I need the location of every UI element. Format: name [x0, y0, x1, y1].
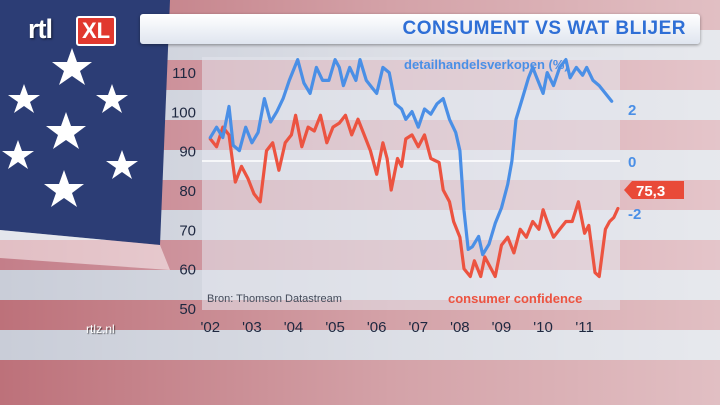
- badge-shape: [624, 181, 684, 199]
- series-lines: [208, 58, 620, 279]
- x-tick-label: '02: [201, 319, 221, 336]
- x-tick-label: '05: [325, 319, 345, 336]
- x-tick-label: '04: [284, 319, 304, 336]
- last-value-badge: 75,3: [624, 181, 684, 200]
- title-bar: CONSUMENT VS WAT BLIJER: [140, 14, 700, 44]
- x-tick-label: '06: [367, 319, 387, 336]
- logo-rtl-text: rtl: [28, 14, 53, 44]
- rtlxl-logo: rtl XL: [28, 14, 120, 46]
- right-tick-label: 0: [628, 154, 636, 171]
- x-tick-label: '11: [575, 319, 593, 336]
- chart-title: CONSUMENT VS WAT BLIJER: [402, 18, 686, 39]
- legend-retail-sales: detailhandelsverkopen (%): [404, 57, 569, 72]
- consumer-confidence-line: [208, 113, 620, 279]
- logo-xl-text: XL: [76, 16, 117, 46]
- left-tick-label: 70: [179, 222, 196, 239]
- retail-sales-line: [208, 58, 614, 257]
- x-axis: '02 '03 '04 '05 '06 '07 '08 '09 '10 '11: [201, 319, 594, 336]
- source-label: Bron: Thomson Datastream: [207, 293, 342, 305]
- left-axis: 50 60 70 80 90 100 110: [171, 65, 196, 318]
- x-tick-label: '03: [242, 319, 262, 336]
- x-tick-label: '08: [450, 319, 470, 336]
- flag-stars: [2, 48, 138, 207]
- left-tick-label: 60: [179, 262, 196, 279]
- left-tick-label: 90: [179, 144, 196, 161]
- left-tick-label: 80: [179, 183, 196, 200]
- site-url: rtlz.nl: [86, 322, 115, 336]
- x-tick-label: '10: [533, 319, 553, 336]
- right-tick-label: 2: [628, 102, 636, 119]
- right-tick-label: -2: [628, 206, 641, 223]
- flag-canton: [0, 0, 170, 245]
- plot-area: [202, 57, 620, 310]
- badge-value: 75,3: [636, 183, 665, 200]
- right-axis: 2 0 -2: [628, 102, 641, 223]
- x-tick-label: '09: [492, 319, 512, 336]
- left-tick-label: 50: [179, 301, 196, 318]
- left-tick-label: 100: [171, 104, 196, 121]
- legend-consumer-confidence: consumer confidence: [448, 291, 582, 306]
- left-tick-label: 110: [172, 65, 196, 82]
- x-tick-label: '07: [408, 319, 428, 336]
